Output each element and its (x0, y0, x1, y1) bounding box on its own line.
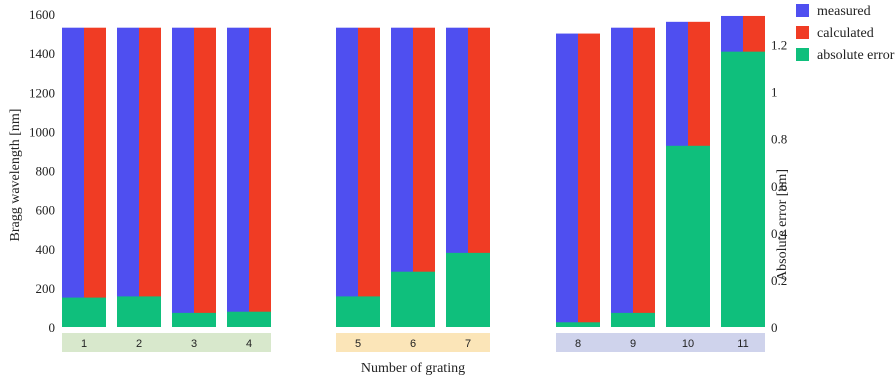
y-tick-left-0: 0 (49, 320, 56, 335)
bar-measured-4 (227, 27, 249, 327)
bar-calculated-5 (358, 27, 380, 327)
legend-label-absolute-error: absolute error (817, 48, 895, 63)
bar-absolute-error-11 (721, 51, 765, 327)
x-tick-label-4: 4 (246, 338, 252, 350)
category-group-band-2 (336, 333, 490, 352)
x-axis-title: Number of grating (361, 361, 465, 376)
legend-label-measured: measured (817, 4, 871, 19)
y-tick-left-1600: 1600 (29, 7, 55, 22)
bar-calculated-1 (84, 27, 106, 327)
y-tick-right-0.6: 0.6 (771, 179, 788, 194)
y-tick-right-0.2: 0.2 (771, 273, 787, 288)
y-tick-right-1: 1 (771, 85, 778, 100)
bar-absolute-error-5 (336, 296, 380, 327)
bar-measured-3 (172, 27, 194, 327)
bar-absolute-error-8 (556, 322, 600, 327)
bar-absolute-error-6 (391, 271, 435, 327)
legend-swatch-measured (796, 4, 809, 17)
x-tick-label-3: 3 (191, 338, 197, 350)
bar-calculated-3 (194, 27, 216, 327)
y-axis-title-right: Absolute error [nm] (775, 169, 790, 281)
category-group-band-3 (556, 333, 765, 352)
bar-calculated-4 (249, 27, 271, 327)
y-tick-left-800: 800 (36, 164, 56, 179)
y-tick-right-0.8: 0.8 (771, 132, 787, 147)
bar-calculated-6 (413, 27, 435, 327)
x-tick-label-1: 1 (81, 338, 87, 350)
x-tick-label-11: 11 (737, 338, 748, 350)
right-axis-ticks: 0 0.2 0.4 0.6 0.8 1 1.2 (771, 38, 788, 335)
bar-calculated-2 (139, 27, 161, 327)
bar-measured-9 (611, 27, 633, 327)
y-axis-title-left: Bragg wavelength [nm] (8, 109, 23, 242)
bar-measured-1 (62, 27, 84, 327)
bar-measured-6 (391, 27, 413, 327)
y-tick-left-1000: 1000 (29, 124, 55, 139)
bar-calculated-7 (468, 27, 490, 327)
x-tick-label-8: 8 (575, 338, 581, 350)
y-tick-left-1400: 1400 (29, 46, 55, 61)
legend-swatch-calculated (796, 26, 809, 39)
bar-absolute-error-7 (446, 252, 490, 327)
y-tick-right-0.4: 0.4 (771, 226, 788, 241)
left-axis-ticks: 0 200 400 600 800 1000 1200 1400 1600 (29, 7, 55, 335)
legend-label-calculated: calculated (817, 26, 874, 41)
bar-measured-7 (446, 27, 468, 327)
category-group-band-1 (62, 333, 271, 352)
y-tick-left-1200: 1200 (29, 85, 55, 100)
x-tick-label-7: 7 (465, 338, 471, 350)
bar-calculated-8 (578, 33, 600, 327)
bar-absolute-error-9 (611, 312, 655, 327)
bar-absolute-error-10 (666, 145, 710, 327)
y-tick-right-1.2: 1.2 (771, 38, 787, 53)
x-tick-label-10: 10 (682, 338, 694, 350)
bar-absolute-error-4 (227, 311, 271, 327)
legend: measured calculated absolute error (796, 4, 895, 63)
bar-measured-2 (117, 27, 139, 327)
x-tick-label-5: 5 (355, 338, 361, 350)
bars-layer (62, 15, 765, 328)
y-tick-left-600: 600 (36, 203, 56, 218)
y-tick-left-200: 200 (36, 281, 56, 296)
x-tick-label-6: 6 (410, 338, 416, 350)
y-tick-right-0: 0 (771, 320, 778, 335)
bar-measured-8 (556, 33, 578, 327)
y-tick-left-400: 400 (36, 242, 56, 257)
bar-absolute-error-3 (172, 312, 216, 327)
bar-measured-5 (336, 27, 358, 327)
x-tick-label-9: 9 (630, 338, 636, 350)
legend-swatch-absolute-error (796, 48, 809, 61)
category-bands: 1 2 3 4 5 6 7 8 9 10 11 (62, 333, 765, 352)
bar-absolute-error-1 (62, 297, 106, 327)
bar-absolute-error-2 (117, 296, 161, 327)
x-tick-label-2: 2 (136, 338, 142, 350)
bar-calculated-9 (633, 27, 655, 327)
